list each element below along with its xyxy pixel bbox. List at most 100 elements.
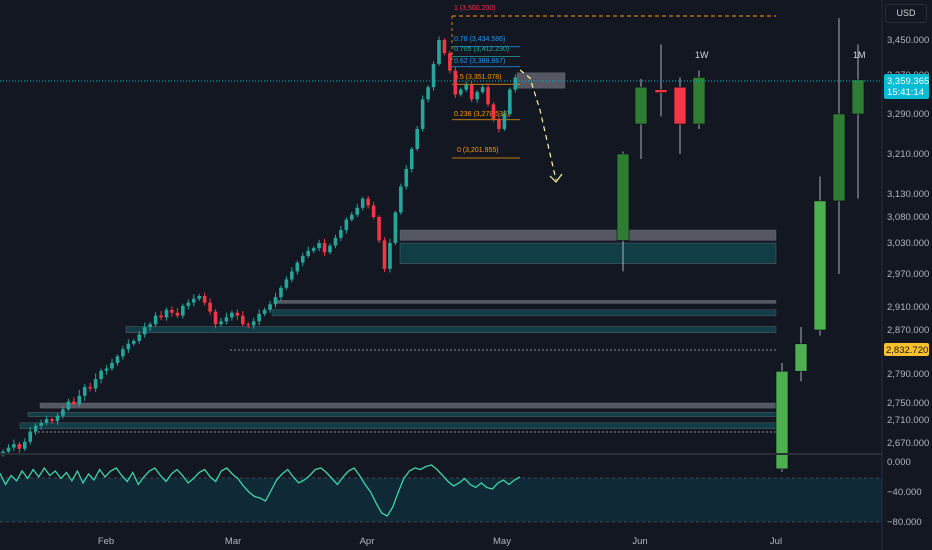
weekly-candle	[616, 153, 630, 241]
daily-candle	[508, 89, 512, 114]
daily-candle	[344, 219, 349, 230]
daily-candle	[241, 315, 245, 325]
time-tick-label: Mar	[225, 536, 241, 547]
daily-candle	[475, 92, 479, 100]
daily-candle	[17, 444, 22, 449]
daily-candle	[88, 387, 92, 389]
daily-candle	[268, 304, 272, 310]
price-tick-label: 2,670.000	[887, 438, 929, 449]
daily-candle	[486, 87, 490, 105]
daily-candle	[197, 296, 201, 299]
daily-candle	[153, 315, 158, 325]
daily-candle	[104, 368, 109, 371]
price-tick-label: 2,710.000	[887, 415, 929, 426]
daily-candle	[262, 309, 267, 314]
zone-demand	[271, 309, 777, 316]
rsi-tick-label: −40.000	[887, 487, 922, 498]
daily-candle	[82, 387, 87, 396]
fib-level-label: 0.78 (3,434.586)	[454, 36, 505, 43]
daily-candle	[44, 419, 49, 423]
zone-demand	[399, 229, 777, 241]
projection-arrowhead	[549, 173, 563, 183]
daily-candle	[132, 341, 136, 344]
daily-candle	[33, 425, 38, 432]
monthly-candle	[794, 343, 808, 372]
daily-candle	[295, 262, 300, 272]
time-axis[interactable]: Feb Mar Apr May Jun Jul	[98, 536, 782, 547]
daily-candle	[355, 207, 360, 215]
daily-candle	[415, 129, 419, 149]
rsi-tick-label: −80.000	[887, 517, 922, 528]
daily-candle	[350, 214, 354, 220]
daily-candle	[300, 255, 305, 263]
rsi-band	[0, 478, 882, 522]
price-tick-label: 2,910.000	[887, 302, 929, 313]
daily-candle	[208, 302, 212, 312]
daily-candle	[497, 119, 501, 129]
daily-candle	[191, 298, 196, 303]
daily-candle	[311, 248, 316, 251]
daily-candles	[1, 36, 518, 457]
daily-candle	[393, 212, 398, 243]
daily-candle	[230, 312, 234, 318]
daily-candle	[317, 243, 321, 249]
daily-candle	[442, 40, 447, 54]
daily-candle	[66, 401, 71, 410]
daily-candle	[142, 327, 147, 335]
time-tick-label: Jul	[770, 536, 782, 547]
price-tick-label: 3,210.000	[887, 149, 929, 160]
daily-candle	[339, 230, 343, 238]
daily-candle	[480, 87, 485, 93]
daily-candle	[6, 447, 11, 452]
daily-candle	[251, 321, 256, 326]
rsi-line	[0, 464, 521, 517]
daily-candle	[115, 356, 120, 363]
daily-candle	[371, 205, 376, 217]
weekly-candle	[692, 77, 706, 125]
monthly-candle	[851, 79, 865, 115]
currency-button[interactable]: USD	[885, 4, 927, 23]
daily-candle	[464, 84, 469, 90]
daily-candle	[246, 324, 251, 326]
daily-candle	[437, 40, 441, 65]
daily-candle	[279, 287, 283, 298]
rsi-tick-label: 0.000	[887, 457, 911, 468]
daily-candle	[284, 279, 289, 288]
level-badge-text: 2,832.720	[886, 345, 928, 356]
daily-candle	[121, 349, 125, 357]
daily-candle	[290, 271, 294, 280]
daily-candle	[453, 70, 458, 95]
daily-candle	[164, 309, 169, 318]
daily-candle	[235, 312, 240, 316]
weekly-timeframe-label: 1W	[695, 50, 709, 60]
time-tick-label: Apr	[360, 536, 375, 547]
price-tick-label: 2,970.000	[887, 269, 929, 280]
weekly-candles	[616, 44, 706, 272]
daily-candle	[126, 343, 131, 350]
daily-candle	[202, 296, 207, 303]
daily-candle	[333, 237, 338, 246]
daily-candle	[181, 305, 185, 316]
daily-candle	[399, 186, 403, 213]
price-tick-label: 3,030.000	[887, 238, 929, 249]
daily-candle	[110, 363, 114, 369]
zone-demand	[125, 326, 777, 333]
daily-candle	[513, 77, 518, 90]
daily-candle	[404, 169, 409, 187]
price-tick-label: 2,870.000	[887, 325, 929, 336]
price-tick-label: 2,750.000	[887, 398, 929, 409]
current-price-text: 3,359.365	[887, 76, 929, 87]
daily-candle	[420, 99, 425, 129]
fib-retracement: 1 (3,500.200) 0.78 (3,434.586) 0.705 (3,41…	[451, 5, 776, 159]
weekly-candle	[634, 86, 648, 125]
fib-level-label: 1 (3,500.200)	[454, 5, 496, 12]
daily-candle	[377, 217, 381, 241]
daily-candle	[360, 198, 365, 208]
countdown-text: 15:41:14	[887, 87, 924, 98]
daily-candle	[388, 243, 392, 269]
time-tick-label: Feb	[98, 536, 114, 547]
daily-candle	[61, 409, 65, 416]
daily-candle	[186, 302, 191, 306]
daily-candle	[257, 313, 261, 322]
